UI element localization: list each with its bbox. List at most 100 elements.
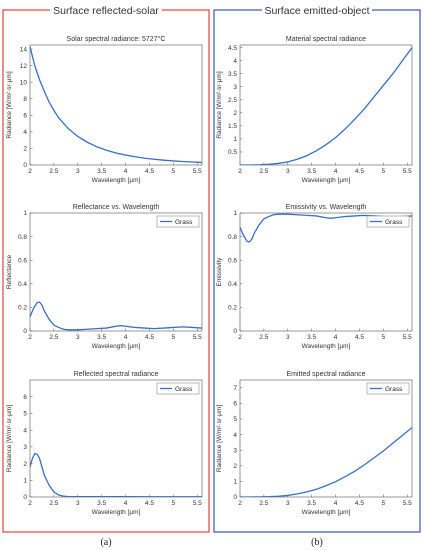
y-tick-label: 4 xyxy=(233,432,237,439)
x-tick-label: 5.5 xyxy=(403,500,412,507)
series-line-grass xyxy=(30,301,202,331)
y-tick-label: 0.8 xyxy=(228,234,237,241)
chart-title: Emissivity vs. Wavelength xyxy=(286,204,367,211)
y-tick-label: 1 xyxy=(23,210,27,217)
legend-label: Grass xyxy=(175,386,193,393)
chart-title: Reflectance vs. Wavelength xyxy=(73,204,160,211)
x-tick-label: 4 xyxy=(334,500,338,507)
y-tick-label: 1 xyxy=(233,210,237,217)
legend: Grass xyxy=(366,382,410,395)
x-tick-label: 4.5 xyxy=(355,500,364,507)
x-axis-label: Wavelength [μm] xyxy=(302,343,351,350)
legend-box xyxy=(156,382,200,395)
left-panel-title: Surface reflected-solar xyxy=(53,5,159,17)
y-axis-label: Radiance [W/m²·sr·μm] xyxy=(6,405,13,472)
y-tick-label: 5 xyxy=(233,416,237,423)
legend-label: Grass xyxy=(385,386,403,393)
y-tick-label: 6 xyxy=(23,394,27,401)
x-tick-label: 3 xyxy=(76,500,80,507)
caption-a: (a) xyxy=(100,537,111,548)
chart-5: Reflected spectral radiance 2 2.5 3 3.5 4 4.5 5… xyxy=(6,371,203,516)
plot-area xyxy=(29,379,203,498)
y-tick-label: 2.5 xyxy=(228,97,237,104)
y-tick-label: 3 xyxy=(23,444,27,451)
y-tick-label: 0.6 xyxy=(228,257,237,264)
x-tick-label: 4 xyxy=(124,334,128,341)
x-tick-label: 3 xyxy=(286,168,290,175)
x-tick-label: 3.5 xyxy=(97,500,106,507)
x-tick-label: 5 xyxy=(172,334,176,341)
y-axis-label: Radiance [W/m²·sr·μm] xyxy=(216,405,223,472)
x-tick-label: 2.5 xyxy=(259,334,268,341)
x-tick-label: 3 xyxy=(286,334,290,341)
charts-layer: Solar spectral radiance: 5727°C 2 2.5 3 3.5 4… xyxy=(6,35,413,516)
y-tick-label: 1 xyxy=(233,479,237,486)
y-tick-label: 7 xyxy=(233,385,237,392)
x-axis-label: Wavelength [μm] xyxy=(302,509,351,516)
y-tick-label: 0.4 xyxy=(228,281,237,288)
y-axis-label: Reflectance xyxy=(6,254,13,289)
x-tick-label: 5.5 xyxy=(403,334,412,341)
x-tick-label: 5 xyxy=(382,168,386,175)
caption-b: (b) xyxy=(311,537,323,548)
x-tick-label: 5.5 xyxy=(193,334,202,341)
left-title-bg xyxy=(50,3,162,17)
y-tick-label: 5 xyxy=(23,411,27,418)
y-tick-label: 0 xyxy=(23,328,27,335)
x-tick-label: 5 xyxy=(172,168,176,175)
y-tick-label: 3.5 xyxy=(228,71,237,78)
x-tick-label: 2.5 xyxy=(49,334,58,341)
y-tick-label: 4 xyxy=(23,129,27,136)
y-tick-label: 10 xyxy=(20,79,28,86)
right-panel-title: Surface emitted-object xyxy=(264,5,369,17)
x-tick-label: 5 xyxy=(172,500,176,507)
plot-area xyxy=(29,44,203,166)
legend-label: Grass xyxy=(175,219,193,226)
chart-4: Emissivity vs. Wavelength 2 2.5 3 3.5 4 4.5 5 5.… xyxy=(216,204,413,350)
chart-title: Emitted spectral radiance xyxy=(287,371,366,378)
legend: Grass xyxy=(156,382,200,395)
plot-area xyxy=(239,212,413,332)
x-tick-label: 5 xyxy=(382,334,386,341)
x-axis-label: Wavelength [μm] xyxy=(92,177,141,184)
y-axis-label: Radiance [W/m²·sr·μm] xyxy=(6,71,13,138)
chart-6: Emitted spectral radiance 2 2.5 3 3.5 4 4.5 5 5.… xyxy=(216,371,413,516)
y-tick-label: 2 xyxy=(23,461,27,468)
x-tick-label: 4.5 xyxy=(355,168,364,175)
y-tick-label: 1.5 xyxy=(228,123,237,130)
x-tick-label: 5.5 xyxy=(193,168,202,175)
y-tick-label: 0 xyxy=(233,494,237,501)
plot-area xyxy=(239,44,413,166)
y-axis-label: Radiance [W/m²·sr·μm] xyxy=(216,71,223,138)
x-tick-label: 2.5 xyxy=(49,500,58,507)
series-line-main xyxy=(30,46,202,164)
series-line-grass xyxy=(240,213,412,243)
y-tick-label: 0.6 xyxy=(18,257,27,264)
legend-label: Grass xyxy=(385,219,403,226)
x-tick-label: 4 xyxy=(124,168,128,175)
x-tick-label: 4 xyxy=(334,334,338,341)
plot-area xyxy=(239,379,413,498)
y-tick-label: 2 xyxy=(233,463,237,470)
y-tick-label: 1 xyxy=(23,477,27,484)
y-tick-label: 3 xyxy=(233,84,237,91)
y-tick-label: 3 xyxy=(233,447,237,454)
y-tick-label: 0 xyxy=(23,494,27,501)
x-tick-label: 5.5 xyxy=(193,500,202,507)
x-tick-label: 3.5 xyxy=(97,334,106,341)
x-tick-label: 4.5 xyxy=(145,500,154,507)
plot-area xyxy=(29,212,203,332)
chart-1: Solar spectral radiance: 5727°C 2 2.5 3 3.5 4… xyxy=(6,35,203,184)
y-tick-label: 14 xyxy=(20,46,28,53)
chart-title: Solar spectral radiance: 5727°C xyxy=(67,35,166,43)
x-tick-label: 3 xyxy=(76,168,80,175)
x-tick-label: 3.5 xyxy=(97,168,106,175)
series-line-grass xyxy=(30,452,202,497)
x-axis-label: Wavelength [μm] xyxy=(92,509,141,516)
x-tick-label: 2 xyxy=(28,500,32,507)
x-axis-label: Wavelength [μm] xyxy=(302,177,351,184)
y-axis-label: Emissivity xyxy=(216,257,223,287)
x-tick-label: 2.5 xyxy=(49,168,58,175)
y-tick-label: 6 xyxy=(233,401,237,408)
